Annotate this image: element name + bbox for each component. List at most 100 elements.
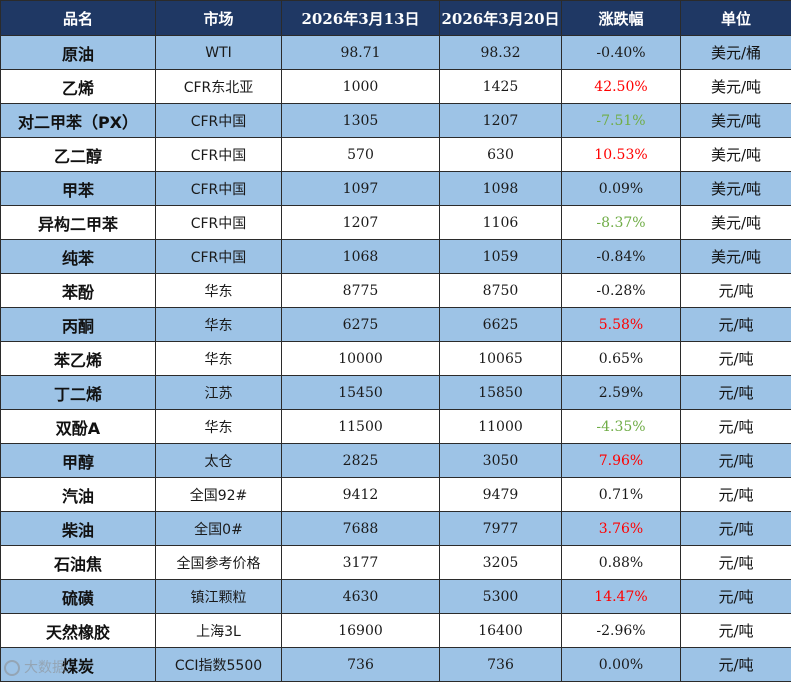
- cell-date1-price: 1305: [282, 104, 440, 138]
- cell-date1-price: 3177: [282, 546, 440, 580]
- cell-market: 全国参考价格: [156, 546, 282, 580]
- cell-change: 14.47%: [562, 580, 681, 614]
- cell-market: CFR中国: [156, 240, 282, 274]
- cell-date1-price: 10000: [282, 342, 440, 376]
- cell-date2-price: 6625: [440, 308, 562, 342]
- cell-market: 华东: [156, 308, 282, 342]
- cell-unit: 元/吨: [681, 478, 791, 512]
- cell-market: 上海3L: [156, 614, 282, 648]
- cell-unit: 美元/吨: [681, 138, 791, 172]
- cell-product: 丙酮: [1, 308, 156, 342]
- cell-unit: 元/吨: [681, 614, 791, 648]
- header-change: 涨跌幅: [562, 1, 681, 36]
- cell-change: -4.35%: [562, 410, 681, 444]
- cell-market: 全国92#: [156, 478, 282, 512]
- cell-market: 镇江颗粒: [156, 580, 282, 614]
- cell-unit: 元/吨: [681, 410, 791, 444]
- cell-product: 甲苯: [1, 172, 156, 206]
- cell-unit: 美元/吨: [681, 104, 791, 138]
- cell-unit: 元/吨: [681, 444, 791, 478]
- cell-date1-price: 1000: [282, 70, 440, 104]
- cell-date1-price: 6275: [282, 308, 440, 342]
- cell-date1-price: 9412: [282, 478, 440, 512]
- cell-unit: 元/吨: [681, 376, 791, 410]
- cell-date1-price: 736: [282, 648, 440, 682]
- cell-date2-price: 1098: [440, 172, 562, 206]
- cell-date1-price: 8775: [282, 274, 440, 308]
- cell-market: CFR中国: [156, 172, 282, 206]
- cell-date2-price: 11000: [440, 410, 562, 444]
- cell-date1-price: 15450: [282, 376, 440, 410]
- cell-date2-price: 98.32: [440, 36, 562, 70]
- cell-date1-price: 570: [282, 138, 440, 172]
- cell-market: WTI: [156, 36, 282, 70]
- cell-date2-price: 5300: [440, 580, 562, 614]
- cell-unit: 元/吨: [681, 580, 791, 614]
- cell-date2-price: 1425: [440, 70, 562, 104]
- cell-unit: 美元/吨: [681, 172, 791, 206]
- cell-date2-price: 9479: [440, 478, 562, 512]
- cell-product: 柴油: [1, 512, 156, 546]
- header-row: 品名 市场 2026年3月13日 2026年3月20日 涨跌幅 单位: [1, 1, 791, 36]
- cell-product: 丁二烯: [1, 376, 156, 410]
- cell-product: 煤炭: [1, 648, 156, 682]
- cell-market: 华东: [156, 410, 282, 444]
- cell-product: 石油焦: [1, 546, 156, 580]
- cell-product: 乙烯: [1, 70, 156, 104]
- cell-change: 0.65%: [562, 342, 681, 376]
- cell-change: -8.37%: [562, 206, 681, 240]
- cell-date2-price: 15850: [440, 376, 562, 410]
- cell-change: -2.96%: [562, 614, 681, 648]
- cell-unit: 元/吨: [681, 546, 791, 580]
- cell-change: 10.53%: [562, 138, 681, 172]
- cell-date2-price: 16400: [440, 614, 562, 648]
- cell-date1-price: 98.71: [282, 36, 440, 70]
- cell-change: -7.51%: [562, 104, 681, 138]
- cell-product: 苯乙烯: [1, 342, 156, 376]
- cell-date2-price: 630: [440, 138, 562, 172]
- cell-unit: 美元/吨: [681, 206, 791, 240]
- cell-product: 天然橡胶: [1, 614, 156, 648]
- cell-date2-price: 3050: [440, 444, 562, 478]
- cell-product: 乙二醇: [1, 138, 156, 172]
- cell-date2-price: 8750: [440, 274, 562, 308]
- cell-product: 甲醇: [1, 444, 156, 478]
- cell-change: -0.40%: [562, 36, 681, 70]
- cell-market: CFR中国: [156, 206, 282, 240]
- cell-unit: 元/吨: [681, 512, 791, 546]
- cell-unit: 元/吨: [681, 274, 791, 308]
- cell-market: 华东: [156, 274, 282, 308]
- cell-market: 华东: [156, 342, 282, 376]
- cell-change: -0.84%: [562, 240, 681, 274]
- cell-market: CFR中国: [156, 138, 282, 172]
- cell-product: 苯酚: [1, 274, 156, 308]
- cell-date2-price: 1106: [440, 206, 562, 240]
- cell-change: 0.09%: [562, 172, 681, 206]
- cell-date1-price: 1097: [282, 172, 440, 206]
- cell-market: 太仓: [156, 444, 282, 478]
- cell-change: 0.88%: [562, 546, 681, 580]
- cell-date1-price: 2825: [282, 444, 440, 478]
- cell-date2-price: 7977: [440, 512, 562, 546]
- cell-date1-price: 1207: [282, 206, 440, 240]
- header-unit: 单位: [681, 1, 791, 36]
- cell-market: CFR东北亚: [156, 70, 282, 104]
- cell-change: 0.00%: [562, 648, 681, 682]
- cell-date1-price: 7688: [282, 512, 440, 546]
- cell-market: 全国0#: [156, 512, 282, 546]
